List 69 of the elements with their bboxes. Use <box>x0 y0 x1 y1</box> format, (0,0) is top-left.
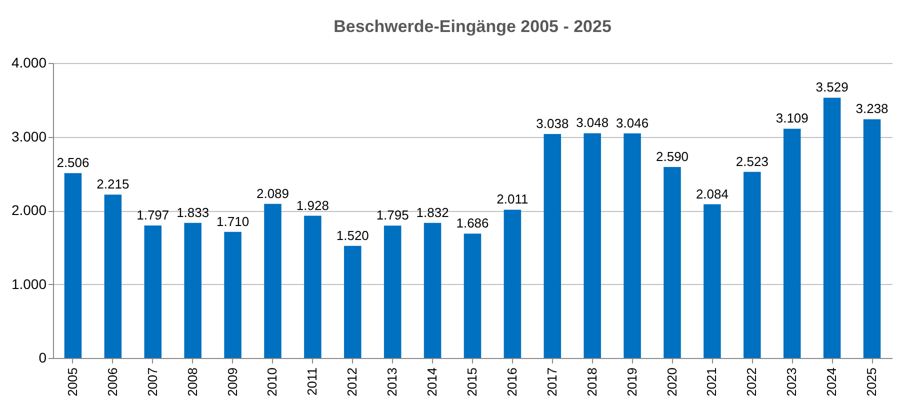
data-label: 2.506 <box>56 155 90 170</box>
bar <box>344 246 362 358</box>
bar <box>624 133 641 358</box>
x-tick-label: 2011 <box>304 368 320 396</box>
data-label: 3.529 <box>816 80 848 95</box>
chart-title: Beschwerde-Eingänge 2005 - 2025 <box>334 17 612 36</box>
y-tick-label: 4.000 <box>11 54 47 70</box>
x-tick-label: 2010 <box>264 368 280 396</box>
data-label: 2.523 <box>736 154 768 169</box>
bar <box>224 232 242 358</box>
data-label: 1.833 <box>176 204 210 220</box>
y-tick-label: 3.000 <box>11 128 47 144</box>
x-tick-label: 2020 <box>664 368 680 396</box>
data-label: 1.795 <box>376 208 409 223</box>
bar <box>424 222 442 358</box>
bar <box>304 216 322 358</box>
data-label: 3.238 <box>856 101 888 116</box>
y-tick-label: 1.000 <box>11 276 47 292</box>
x-tick-label: 2009 <box>224 368 240 396</box>
data-label: 2.011 <box>496 192 528 207</box>
data-label: 1.686 <box>456 216 489 231</box>
x-tick-label: 2008 <box>184 368 200 396</box>
x-tick-label: 2018 <box>584 368 600 396</box>
x-tick-label: 2015 <box>464 368 480 396</box>
x-tick-label: 2023 <box>784 368 800 396</box>
x-tick-label: 2021 <box>704 368 720 396</box>
x-tick-label: 2014 <box>424 368 440 396</box>
x-tick-label: 2016 <box>504 368 520 396</box>
data-label: 1.832 <box>416 204 449 220</box>
data-label: 3.048 <box>576 115 609 130</box>
x-tick-label: 2024 <box>824 368 840 396</box>
x-tick-label: 2005 <box>64 368 80 396</box>
bar <box>64 173 82 358</box>
x-tick-label: 2007 <box>144 368 160 396</box>
x-tick-label: 2025 <box>864 368 880 396</box>
x-tick-label: 2006 <box>104 368 120 396</box>
data-label: 2.215 <box>96 176 130 192</box>
data-label: 2.084 <box>696 186 728 202</box>
bar <box>384 226 402 358</box>
bar <box>184 222 202 358</box>
y-tick-label: 0 <box>38 350 47 366</box>
bar <box>144 225 162 358</box>
bar <box>704 204 721 358</box>
bar <box>664 166 681 358</box>
bar <box>264 204 282 358</box>
y-tick-label: 2.000 <box>11 202 47 218</box>
bar <box>504 210 522 358</box>
bar <box>783 128 801 358</box>
bar <box>584 133 601 358</box>
x-tick-label: 2013 <box>384 368 400 396</box>
data-label: 2.089 <box>256 186 290 201</box>
data-label: 3.046 <box>616 115 649 130</box>
x-tick-label: 2017 <box>544 368 560 396</box>
bar <box>464 234 482 358</box>
data-label: 1.520 <box>336 228 369 243</box>
data-label: 1.797 <box>136 207 170 222</box>
x-tick-label: 2012 <box>344 368 360 396</box>
bar <box>823 98 841 358</box>
bar <box>744 172 761 358</box>
data-label: 1.928 <box>296 198 329 213</box>
bar <box>863 119 881 358</box>
bar <box>104 194 122 358</box>
data-label: 3.109 <box>776 110 808 126</box>
bar <box>544 134 562 358</box>
data-label: 2.590 <box>656 148 689 164</box>
data-label: 1.710 <box>216 214 250 229</box>
data-label: 3.038 <box>536 116 569 131</box>
x-tick-label: 2022 <box>744 368 760 396</box>
x-tick-label: 2019 <box>624 368 640 396</box>
